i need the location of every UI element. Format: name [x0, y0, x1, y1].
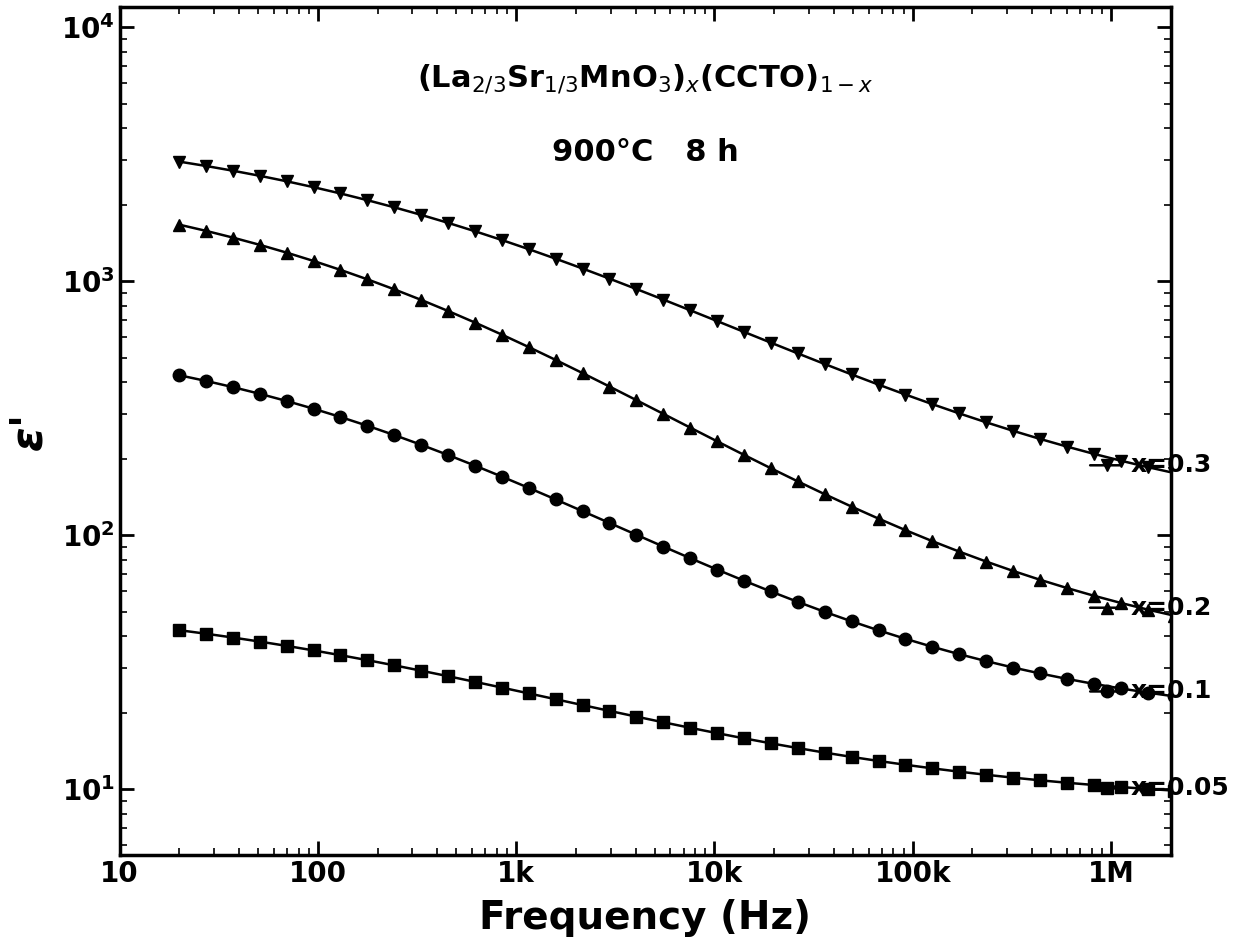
Text: x=0.2: x=0.2 [1131, 596, 1213, 619]
Text: 900°C   8 h: 900°C 8 h [552, 139, 739, 167]
Y-axis label: ε': ε' [7, 412, 50, 450]
Text: (La$_{2/3}$Sr$_{1/3}$MnO$_3$)$_x$(CCTO)$_{1-x}$: (La$_{2/3}$Sr$_{1/3}$MnO$_3$)$_x$(CCTO)$… [417, 62, 873, 95]
Text: x=0.1: x=0.1 [1131, 680, 1213, 703]
Text: x=0.05: x=0.05 [1131, 776, 1230, 801]
X-axis label: Frequency (Hz): Frequency (Hz) [479, 899, 811, 937]
Text: x=0.3: x=0.3 [1131, 453, 1213, 478]
